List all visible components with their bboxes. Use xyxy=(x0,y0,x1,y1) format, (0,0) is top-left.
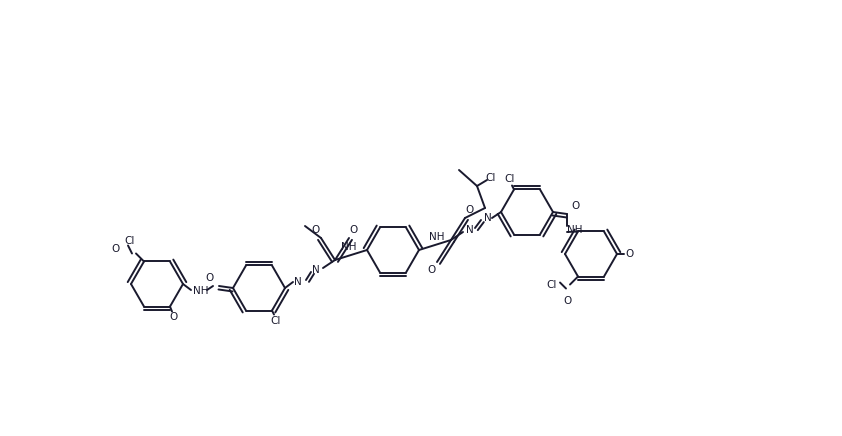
Text: O: O xyxy=(350,225,358,235)
Text: Cl: Cl xyxy=(505,174,515,184)
Text: NH: NH xyxy=(429,232,445,242)
Text: N: N xyxy=(312,265,320,275)
Text: Cl: Cl xyxy=(546,279,557,290)
Text: O: O xyxy=(206,273,214,283)
Text: Cl: Cl xyxy=(271,316,281,326)
Text: O: O xyxy=(625,249,633,259)
Text: O: O xyxy=(428,265,436,275)
Text: O: O xyxy=(112,245,120,255)
Text: O: O xyxy=(466,205,474,215)
Text: O: O xyxy=(170,311,179,321)
Text: N: N xyxy=(466,225,474,235)
Text: NH: NH xyxy=(568,225,583,235)
Text: Cl: Cl xyxy=(486,173,496,183)
Text: NH: NH xyxy=(194,286,209,296)
Text: O: O xyxy=(564,296,572,306)
Text: Cl: Cl xyxy=(125,236,136,246)
Text: N: N xyxy=(484,213,492,223)
Text: O: O xyxy=(572,201,580,211)
Text: N: N xyxy=(294,277,302,287)
Text: O: O xyxy=(312,225,320,235)
Text: NH: NH xyxy=(341,242,357,252)
